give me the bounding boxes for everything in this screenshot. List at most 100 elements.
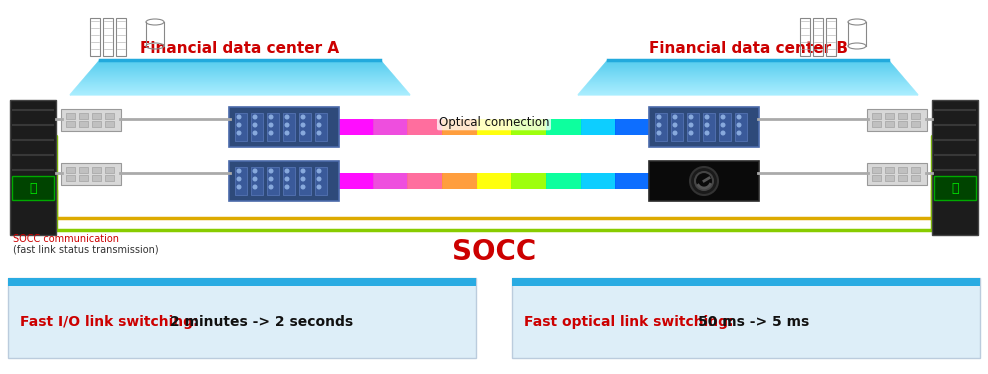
FancyBboxPatch shape	[932, 100, 978, 235]
Bar	[616, 119, 651, 135]
Circle shape	[269, 123, 273, 127]
Bar	[581, 173, 617, 189]
Polygon shape	[598, 71, 898, 72]
Circle shape	[301, 169, 305, 173]
FancyBboxPatch shape	[867, 109, 927, 131]
Polygon shape	[606, 61, 890, 62]
Polygon shape	[85, 76, 395, 77]
Bar	[826, 18, 836, 56]
Circle shape	[705, 115, 708, 119]
Polygon shape	[87, 74, 393, 75]
Circle shape	[237, 115, 241, 119]
Circle shape	[286, 115, 288, 119]
Polygon shape	[581, 91, 915, 92]
FancyBboxPatch shape	[911, 175, 920, 181]
FancyBboxPatch shape	[79, 167, 88, 173]
Bar	[813, 18, 823, 56]
Circle shape	[690, 131, 693, 135]
FancyBboxPatch shape	[703, 113, 715, 141]
Polygon shape	[93, 67, 387, 68]
Bar	[103, 18, 113, 56]
Polygon shape	[99, 60, 381, 61]
Polygon shape	[83, 79, 397, 80]
Bar	[546, 119, 582, 135]
FancyBboxPatch shape	[79, 113, 88, 119]
Text: (fast link status transmission): (fast link status transmission)	[13, 244, 159, 254]
FancyBboxPatch shape	[512, 278, 980, 358]
FancyBboxPatch shape	[885, 113, 894, 119]
FancyBboxPatch shape	[267, 167, 279, 195]
FancyBboxPatch shape	[66, 167, 75, 173]
Polygon shape	[76, 87, 404, 88]
FancyBboxPatch shape	[92, 167, 101, 173]
FancyBboxPatch shape	[229, 107, 339, 147]
Circle shape	[695, 172, 713, 190]
Polygon shape	[92, 68, 388, 69]
Circle shape	[286, 123, 288, 127]
Polygon shape	[80, 82, 400, 83]
FancyBboxPatch shape	[79, 175, 88, 181]
Polygon shape	[602, 66, 894, 67]
FancyBboxPatch shape	[885, 121, 894, 127]
Text: Financial data center A: Financial data center A	[140, 40, 340, 55]
Polygon shape	[599, 69, 897, 71]
Circle shape	[705, 123, 708, 127]
Circle shape	[237, 177, 241, 181]
Circle shape	[253, 169, 257, 173]
Text: 2 minutes -> 2 seconds: 2 minutes -> 2 seconds	[170, 315, 353, 329]
Circle shape	[253, 177, 257, 181]
Polygon shape	[587, 83, 909, 85]
Circle shape	[317, 131, 321, 135]
Polygon shape	[585, 86, 911, 87]
FancyBboxPatch shape	[934, 176, 976, 200]
Polygon shape	[586, 85, 910, 86]
Circle shape	[317, 123, 321, 127]
FancyBboxPatch shape	[283, 167, 295, 195]
FancyBboxPatch shape	[299, 167, 311, 195]
Bar	[372, 119, 408, 135]
FancyBboxPatch shape	[12, 176, 54, 200]
FancyBboxPatch shape	[92, 113, 101, 119]
Circle shape	[253, 131, 257, 135]
Polygon shape	[592, 77, 904, 79]
Circle shape	[673, 123, 677, 127]
FancyBboxPatch shape	[105, 175, 114, 181]
Polygon shape	[77, 86, 403, 87]
Polygon shape	[591, 79, 905, 80]
Text: Fast optical link switching:: Fast optical link switching:	[524, 315, 738, 329]
Circle shape	[301, 177, 305, 181]
FancyBboxPatch shape	[105, 121, 114, 127]
Bar	[512, 173, 547, 189]
Polygon shape	[595, 74, 901, 75]
Text: 50 ms -> 5 ms: 50 ms -> 5 ms	[698, 315, 809, 329]
Polygon shape	[584, 87, 912, 88]
Polygon shape	[98, 61, 382, 62]
FancyBboxPatch shape	[911, 113, 920, 119]
FancyBboxPatch shape	[885, 167, 894, 173]
Circle shape	[301, 115, 305, 119]
Bar	[581, 119, 617, 135]
Circle shape	[237, 185, 241, 189]
Circle shape	[721, 131, 725, 135]
FancyBboxPatch shape	[105, 167, 114, 173]
Circle shape	[657, 123, 661, 127]
Polygon shape	[589, 81, 907, 82]
FancyBboxPatch shape	[898, 175, 907, 181]
Circle shape	[721, 115, 725, 119]
Circle shape	[301, 123, 305, 127]
FancyBboxPatch shape	[911, 121, 920, 127]
FancyBboxPatch shape	[655, 113, 667, 141]
FancyBboxPatch shape	[872, 167, 881, 173]
Polygon shape	[86, 75, 394, 76]
Bar	[8, 278, 476, 286]
Polygon shape	[601, 67, 895, 68]
Circle shape	[657, 131, 661, 135]
Polygon shape	[603, 65, 893, 66]
Bar	[116, 18, 126, 56]
Polygon shape	[79, 83, 401, 85]
Circle shape	[690, 167, 718, 195]
Text: ⏻: ⏻	[30, 181, 37, 194]
Bar	[476, 119, 513, 135]
Circle shape	[705, 131, 708, 135]
Circle shape	[690, 115, 693, 119]
